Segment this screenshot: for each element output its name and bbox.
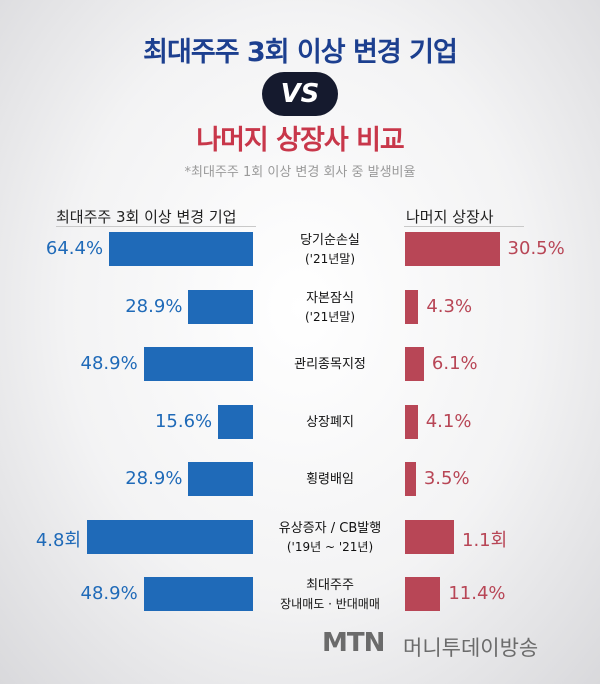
category-name: 관리종목지정 — [294, 357, 366, 372]
category-label: 유상증자 / CB발행 ('19년 ~ '21년) — [255, 519, 405, 557]
left-bar — [87, 519, 253, 554]
left-value-label: 48.9% — [80, 583, 138, 604]
right-bar — [405, 577, 441, 611]
right-bar — [405, 519, 454, 554]
footnote: *최대주주 1회 이상 변경 회사 중 발생비율 — [184, 165, 416, 180]
category-name: 유상증자 / CB발행 — [278, 520, 382, 536]
category-label: 자본잠식 ('21년말) — [255, 289, 405, 327]
right-header-divider — [404, 226, 524, 227]
left-bar — [188, 462, 253, 496]
category-name: 상장폐지 — [306, 414, 354, 430]
right-value-label: 30.5% — [507, 238, 565, 259]
category-name: 최대주주 — [306, 578, 354, 593]
category-detail: 장내매도 · 반대매매 — [280, 597, 380, 611]
left-value-label: 28.9% — [125, 295, 183, 317]
left-value-label: 48.9% — [80, 353, 138, 374]
right-bar — [405, 347, 424, 381]
right-value-label: 4.3% — [426, 295, 473, 317]
category-name: 당기순손실 — [300, 233, 360, 248]
right-value-label: 4.1% — [425, 410, 472, 432]
category-name: 횡령배임 — [306, 472, 354, 487]
right-bar — [405, 404, 418, 439]
right-value-label: 11.4% — [448, 583, 506, 604]
category-detail: ('19년 ~ '21년) — [286, 539, 374, 554]
category-label: 횡령배임 — [255, 470, 405, 489]
right-bar — [405, 289, 419, 324]
left-bar — [188, 289, 253, 324]
left-value-label: 28.9% — [125, 468, 183, 489]
left-column-header: 최대주주 3회 이상 변경 기업 — [56, 208, 237, 226]
title: 최대주주 3회 이상 변경 기업 — [143, 37, 458, 68]
left-value-label: 64.4% — [45, 238, 104, 259]
left-bar — [143, 577, 253, 611]
brand-name: 머니투데이방송 — [403, 636, 539, 660]
left-value-label: 15.6% — [154, 410, 213, 432]
left-bar — [143, 347, 253, 381]
right-value-label: 3.5% — [423, 468, 470, 489]
category-label: 상장폐지 — [255, 413, 405, 432]
category-detail: ('21년말) — [304, 309, 355, 324]
category-label: 관리종목지정 — [255, 355, 405, 374]
left-value-label: 4.8회 — [35, 529, 81, 551]
vs-badge: VS — [262, 72, 338, 116]
left-bar — [109, 232, 253, 266]
left-bar — [218, 404, 253, 439]
category-name: 자본잠식 — [306, 290, 354, 306]
right-column-header: 나머지 상장사 — [406, 208, 494, 226]
right-bar — [405, 462, 416, 496]
brand-logo: MTN — [322, 628, 385, 658]
left-header-divider — [56, 226, 256, 227]
right-bar — [405, 232, 500, 266]
category-label: 당기순손실 ('21년말) — [255, 231, 405, 269]
category-detail: ('21년말) — [304, 252, 355, 266]
right-value-label: 1.1회 — [462, 529, 508, 551]
subtitle: 나머지 상장사 비교 — [196, 125, 405, 156]
right-value-label: 6.1% — [431, 353, 478, 374]
